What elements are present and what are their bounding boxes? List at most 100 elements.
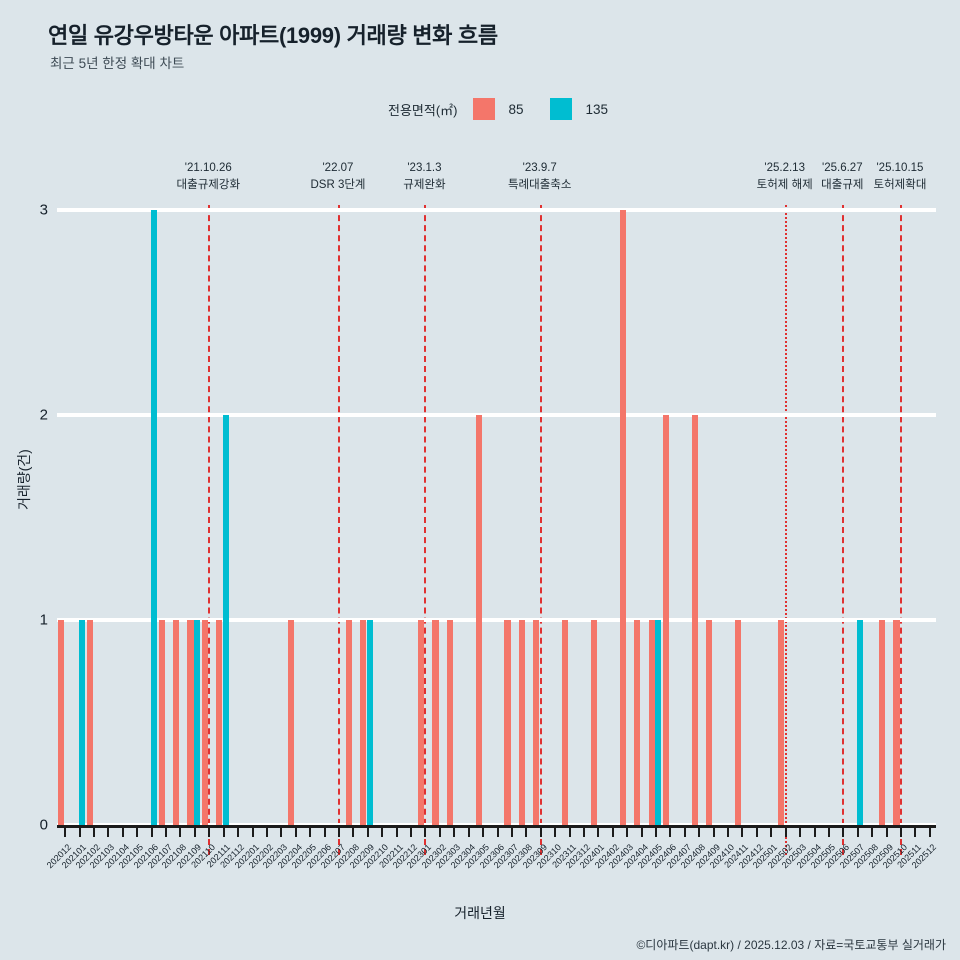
y-tick-label: 1 xyxy=(39,611,48,629)
legend-label-135: 135 xyxy=(585,101,609,117)
event-annotation-202510: '25.10.15 토허제확대 xyxy=(874,160,927,193)
footer-credit: ©디아파트(dapt.kr) / 2025.12.03 / 자료=국토교통부 실… xyxy=(636,938,946,952)
x-tick xyxy=(568,828,571,837)
x-tick xyxy=(626,828,629,837)
bar-85-202510 xyxy=(893,620,900,825)
x-tick xyxy=(755,828,758,837)
x-tick xyxy=(525,828,528,837)
x-tick xyxy=(136,828,139,837)
event-date: '25.10.15 xyxy=(876,162,924,174)
x-tick xyxy=(842,828,845,837)
legend-swatch-135 xyxy=(549,98,572,120)
bar-85-202411 xyxy=(734,620,742,825)
event-date: '21.10.26 xyxy=(184,162,232,174)
bar-85-202204 xyxy=(288,620,295,825)
x-tick xyxy=(597,828,600,837)
event-annotation-202502: '25.2.13 토허제 해제 xyxy=(757,160,813,193)
x-tick xyxy=(467,828,470,837)
x-tick xyxy=(381,828,384,837)
bar-85-202409 xyxy=(706,620,713,825)
x-tick xyxy=(712,828,715,837)
x-tick xyxy=(352,828,355,837)
bar-85-202111 xyxy=(216,620,223,825)
x-tick xyxy=(265,828,268,837)
x-tick xyxy=(914,828,917,837)
bar-85-202311 xyxy=(562,620,569,825)
x-tick xyxy=(482,828,485,837)
event-text: DSR 3단계 xyxy=(310,178,366,191)
bar-85-202408 xyxy=(691,415,698,825)
gridline xyxy=(57,413,936,417)
page-title: 연일 유강우방타운 아파트(1999) 거래량 변화 흐름 xyxy=(48,23,498,48)
bar-85-202403 xyxy=(619,210,626,825)
legend: 전용면적(㎡) 85 135 xyxy=(388,98,608,120)
x-tick xyxy=(539,828,542,837)
event-text: 규제완화 xyxy=(403,178,446,191)
x-tick xyxy=(179,828,182,837)
bar-85-202109 xyxy=(187,620,194,825)
x-tick xyxy=(813,828,816,837)
event-text: 특례대출축소 xyxy=(507,178,572,191)
x-tick xyxy=(64,828,67,837)
y-axis-title: 거래량(건) xyxy=(16,449,32,510)
x-tick xyxy=(655,828,657,837)
x-tick xyxy=(337,828,340,837)
x-tick xyxy=(150,828,153,837)
bar-85-202406 xyxy=(662,415,670,825)
x-tick xyxy=(698,828,701,837)
legend-title: 전용면적(㎡) xyxy=(388,102,458,118)
x-tick xyxy=(683,828,686,837)
event-annotation-202309: '23.9.7 특례대출축소 xyxy=(508,160,571,193)
bar-85-202108 xyxy=(172,620,180,825)
event-date: '23.1.3 xyxy=(407,162,442,174)
legend-label-85: 85 xyxy=(508,101,524,117)
bar-85-202401 xyxy=(590,620,598,825)
bar-135-202109 xyxy=(193,620,200,825)
x-axis-title: 거래년월 xyxy=(454,905,506,921)
y-tick-label: 2 xyxy=(39,406,48,424)
event-text: 대출규제 xyxy=(821,178,864,191)
bar-85-202012 xyxy=(57,620,64,825)
event-text: 대출규제강화 xyxy=(176,178,241,191)
bar-135-202111 xyxy=(222,415,229,825)
x-tick xyxy=(496,828,499,837)
bar-135-202507 xyxy=(856,620,863,825)
event-annotation-202301: '23.1.3 규제완화 xyxy=(403,160,445,193)
bar-135-202101 xyxy=(78,620,85,825)
x-tick xyxy=(121,828,124,837)
event-date: '25.2.13 xyxy=(764,162,805,174)
y-tick-label: 3 xyxy=(39,201,48,219)
y-tick-label: 0 xyxy=(39,816,48,834)
x-tick xyxy=(554,828,557,837)
event-date: '23.9.7 xyxy=(522,162,557,174)
x-tick xyxy=(510,828,513,837)
bar-85-202102 xyxy=(86,620,93,825)
x-tick xyxy=(741,828,744,837)
x-tick xyxy=(885,828,888,837)
bar-85-202307 xyxy=(504,620,511,825)
x-tick xyxy=(611,828,614,837)
x-tick xyxy=(856,828,859,837)
x-tick xyxy=(93,828,96,837)
x-tick xyxy=(799,828,802,837)
page-subtitle: 최근 5년 한정 확대 차트 xyxy=(50,56,185,71)
x-tick xyxy=(193,828,196,837)
x-tick xyxy=(78,828,81,837)
bar-135-202405 xyxy=(654,620,662,825)
x-tick xyxy=(107,828,110,837)
bar-85-202502 xyxy=(778,620,785,825)
x-tick xyxy=(165,828,168,837)
bar-85-202404 xyxy=(634,620,641,825)
bar-85-202107 xyxy=(158,620,165,825)
event-annotation-202207: '22.07 DSR 3단계 xyxy=(310,160,365,193)
x-tick xyxy=(410,828,413,837)
x-tick xyxy=(424,828,427,837)
x-tick xyxy=(251,828,254,837)
x-tick xyxy=(582,828,585,837)
x-tick xyxy=(899,828,902,837)
gridline xyxy=(57,618,936,622)
x-tick xyxy=(395,828,398,837)
bar-85-202110 xyxy=(201,620,208,825)
x-tick xyxy=(453,828,456,837)
